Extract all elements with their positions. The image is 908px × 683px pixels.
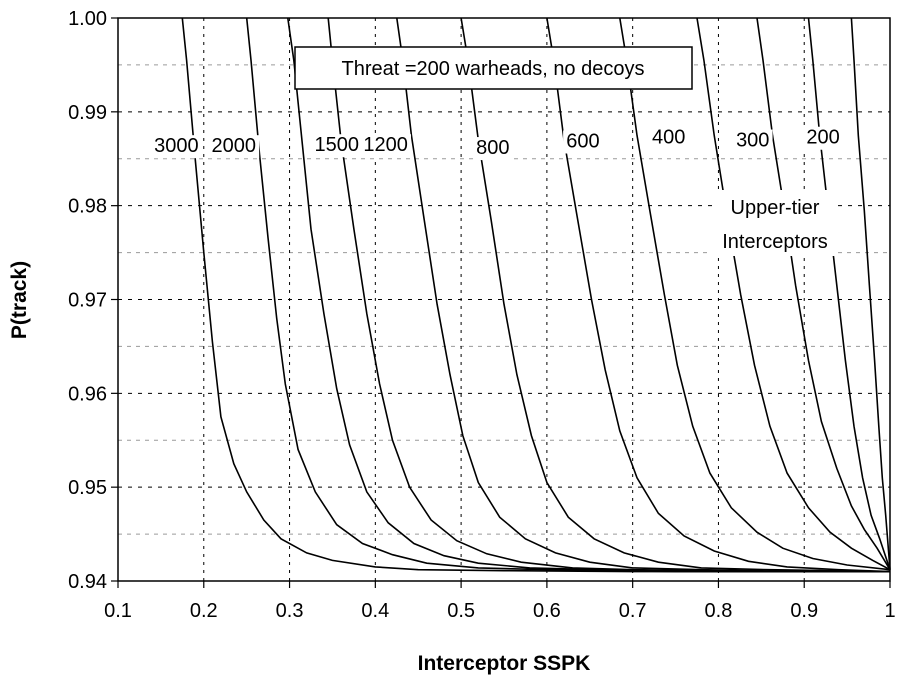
curve-label-300: 300 bbox=[732, 129, 773, 153]
x-tick-label: 0.6 bbox=[533, 600, 561, 622]
curve-600 bbox=[460, 17, 891, 573]
curve-label-background bbox=[648, 126, 689, 150]
x-tick-labels: 0.1 0.2 0.3 0.4 0.5 0.6 0.7 0.8 0.9 1 bbox=[104, 600, 895, 622]
curve-400 bbox=[546, 17, 891, 573]
curve-label-text: 400 bbox=[652, 127, 685, 149]
x-tick-label: 0.1 bbox=[104, 600, 132, 622]
curve-label-200: 200 bbox=[803, 126, 843, 150]
curve-label-text: 2000 bbox=[212, 135, 257, 157]
y-tick-label: 0.97 bbox=[68, 290, 107, 312]
x-tick-label: 0.5 bbox=[447, 600, 475, 622]
curve-label-text: 1200 bbox=[363, 134, 408, 156]
interceptors-note-background bbox=[712, 190, 838, 256]
x-tick-label: 0.3 bbox=[276, 600, 304, 622]
curve-label-background bbox=[732, 129, 773, 153]
curve-layer bbox=[181, 17, 891, 573]
curve-unlabeled bbox=[850, 17, 891, 570]
x-tick-label: 0.9 bbox=[790, 600, 818, 622]
y-tick-label: 0.95 bbox=[68, 477, 107, 499]
curve-100 bbox=[807, 17, 891, 570]
x-tick-label: 0.7 bbox=[619, 600, 647, 622]
curve-200 bbox=[696, 17, 891, 571]
curve-label-3000: 3000 bbox=[150, 135, 202, 159]
curve-label-background bbox=[563, 130, 603, 154]
curve-300 bbox=[619, 17, 891, 571]
curve-label-background bbox=[473, 137, 513, 161]
tick-layer bbox=[111, 17, 891, 588]
x-tick-label: 1 bbox=[884, 600, 895, 622]
curve-label-400: 400 bbox=[648, 126, 689, 150]
x-tick-label: 0.2 bbox=[190, 600, 218, 622]
x-axis-title: Interceptor SSPK bbox=[418, 652, 591, 675]
curve-label-800: 800 bbox=[473, 137, 513, 161]
x-tick-label: 0.8 bbox=[705, 600, 733, 622]
curve-label-background bbox=[803, 126, 843, 150]
curve-label-text: 600 bbox=[566, 130, 599, 152]
y-tick-label: 0.99 bbox=[68, 102, 107, 124]
curve-label-background bbox=[311, 134, 363, 158]
curve-1200 bbox=[327, 17, 890, 573]
threat-annotation-box bbox=[294, 46, 693, 90]
curve-label-background bbox=[360, 134, 412, 158]
threat-annotation: Threat =200 warheads, no decoys bbox=[294, 46, 693, 90]
interceptors-note-line2: Interceptors bbox=[722, 231, 828, 253]
curve-label-1200: 1200 bbox=[360, 134, 412, 158]
threat-annotation-text: Threat =200 warheads, no decoys bbox=[342, 58, 645, 80]
curve-label-layer: 3000 2000 1500 1200 800 600 400 300 200 bbox=[150, 126, 843, 161]
curve-2000 bbox=[245, 17, 890, 573]
curve-label-600: 600 bbox=[563, 130, 603, 154]
curve-label-1500: 1500 bbox=[311, 134, 363, 158]
curve-label-text: 800 bbox=[476, 137, 509, 159]
curve-1500 bbox=[287, 17, 890, 573]
y-tick-label: 0.96 bbox=[68, 383, 107, 405]
curve-label-text: 3000 bbox=[154, 135, 199, 157]
curve-label-2000: 2000 bbox=[208, 135, 260, 159]
y-tick-label: 0.94 bbox=[68, 571, 107, 593]
y-tick-label: 1.00 bbox=[68, 8, 107, 30]
y-tick-label: 0.98 bbox=[68, 196, 107, 218]
curve-label-text: 200 bbox=[806, 127, 839, 149]
curve-label-background bbox=[208, 135, 260, 159]
interceptors-note-line1: Upper-tier bbox=[731, 197, 820, 219]
y-axis-title: P(track) bbox=[8, 261, 31, 339]
curve-label-background bbox=[150, 135, 202, 159]
curve-label-text: 300 bbox=[736, 130, 769, 152]
curve-800 bbox=[396, 17, 890, 573]
y-tick-labels: 0.94 0.95 0.96 0.97 0.98 0.99 1.00 bbox=[68, 8, 107, 593]
interceptors-note: Upper-tier Interceptors bbox=[712, 190, 838, 256]
x-tick-label: 0.4 bbox=[361, 600, 389, 622]
curve-3000 bbox=[181, 17, 890, 573]
curve-150 bbox=[756, 17, 891, 571]
curve-label-text: 1500 bbox=[314, 134, 359, 156]
